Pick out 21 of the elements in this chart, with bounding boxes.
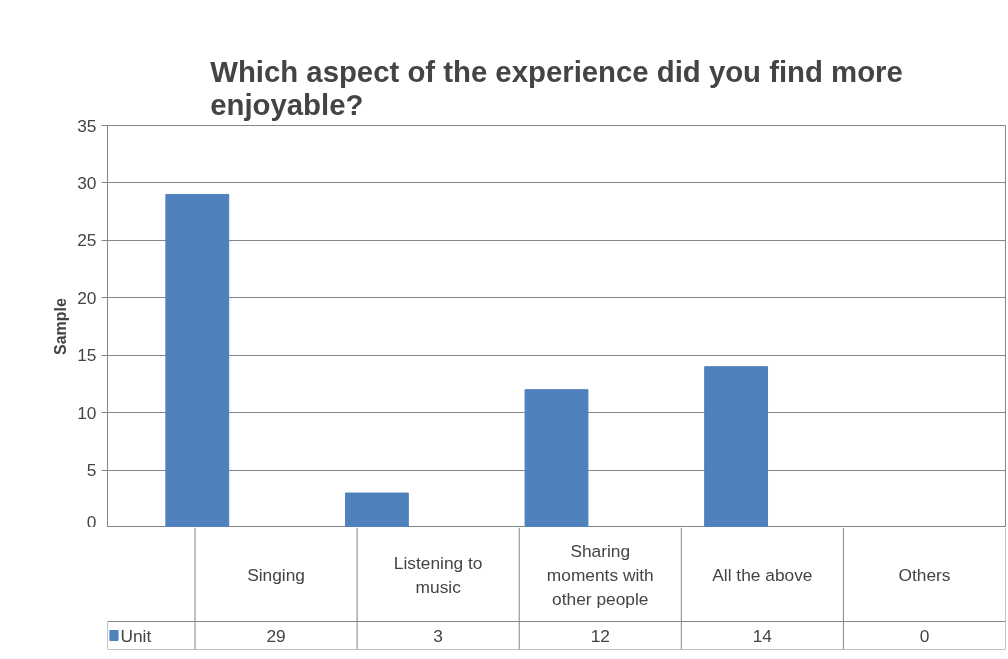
data-label: 12 <box>590 625 610 646</box>
data-label: 14 <box>752 625 773 646</box>
y-tick-label: 0 <box>86 511 97 532</box>
x-tick-label: Singing <box>247 564 305 585</box>
data-label: 29 <box>266 625 286 646</box>
data-label: 3 <box>433 625 443 646</box>
x-tick-label: Sharing moments with other people <box>546 540 654 609</box>
y-tick-label: 5 <box>86 460 97 481</box>
y-tick-label: 35 <box>77 115 97 136</box>
y-axis-title: Sample <box>52 297 70 355</box>
data-label: 0 <box>919 625 930 646</box>
y-tick-label: 25 <box>77 230 97 251</box>
x-tick-label: All the above <box>712 564 813 585</box>
chart-title: Which aspect of the experience did you find more enjoyable? <box>210 54 903 121</box>
y-tick-label: 20 <box>77 287 97 308</box>
x-tick-label: Listening to music <box>393 552 483 597</box>
x-tick-label: Others <box>898 564 951 585</box>
y-tick-label: 10 <box>77 402 97 423</box>
legend-label: Unit <box>120 625 152 646</box>
y-tick-label: 30 <box>77 172 97 193</box>
y-tick-label: 15 <box>77 345 97 366</box>
